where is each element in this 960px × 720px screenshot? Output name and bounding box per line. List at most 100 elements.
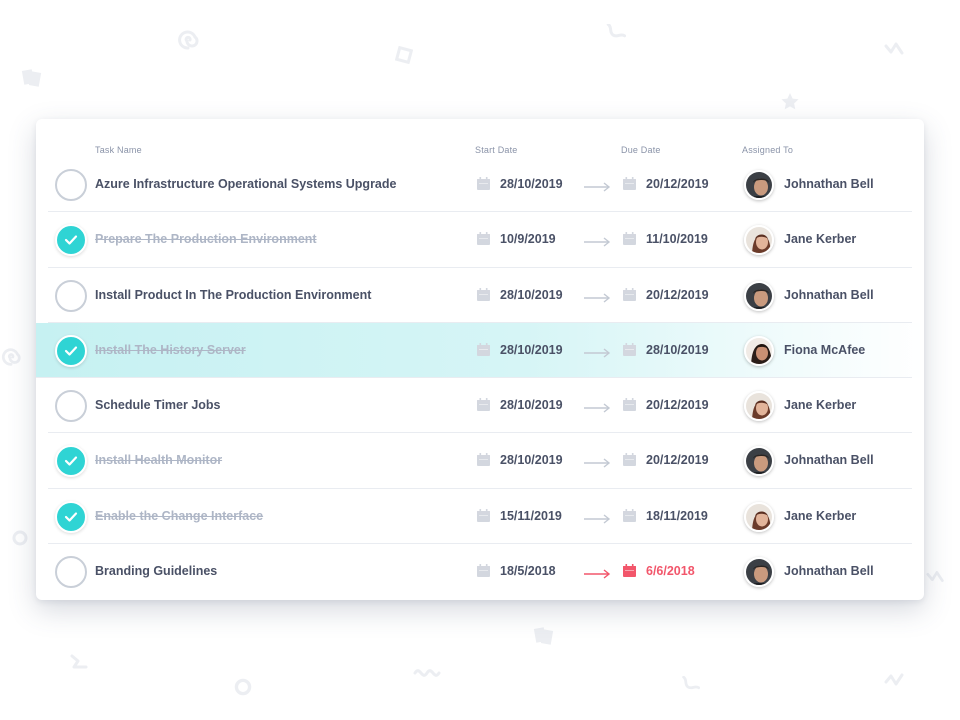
squiggle-doodle-icon (412, 664, 446, 682)
task-checkbox[interactable] (55, 169, 87, 201)
table-row[interactable]: Azure Infrastructure Operational Systems… (36, 157, 924, 213)
assignee-name[interactable]: Jane Kerber (784, 398, 857, 413)
avatar[interactable] (744, 391, 774, 422)
squiggle-doodle-icon (600, 24, 626, 46)
column-header-task-name[interactable]: Task Name (95, 145, 142, 155)
calendar-icon (622, 176, 637, 191)
assignee-name[interactable]: Johnathan Bell (784, 287, 874, 302)
start-date[interactable]: 10/9/2019 (500, 232, 556, 247)
assignee-name[interactable]: Fiona McAfee (784, 342, 866, 357)
ring-doodle-icon (10, 528, 30, 548)
calendar-icon (622, 397, 637, 412)
calendar-icon (622, 508, 637, 523)
due-date[interactable]: 28/10/2019 (646, 342, 709, 357)
start-date[interactable]: 28/10/2019 (500, 287, 563, 302)
arrow-right-icon (583, 400, 611, 418)
avatar[interactable] (744, 501, 774, 532)
column-header-start-date[interactable]: Start Date (475, 145, 518, 155)
start-date[interactable]: 15/11/2019 (500, 508, 562, 523)
task-name[interactable]: Azure Infrastructure Operational Systems… (95, 177, 397, 191)
zigzag-doodle-icon (926, 568, 946, 586)
table-row[interactable]: Branding Guidelines 18/5/2018 6/6/2018 John… (36, 544, 924, 599)
start-date[interactable]: 28/10/2019 (500, 177, 563, 191)
avatar[interactable] (744, 170, 774, 200)
star-doodle-icon (780, 92, 800, 112)
assignee-name[interactable]: Johnathan Bell (784, 453, 874, 468)
start-date[interactable]: 28/10/2019 (500, 453, 563, 468)
table-row[interactable]: Schedule Timer Jobs 28/10/2019 20/12/2019 J… (36, 378, 924, 434)
assignee-name[interactable]: Johnathan Bell (784, 564, 874, 579)
task-name[interactable]: Schedule Timer Jobs (95, 398, 221, 413)
table-header: Task Name Start Date Due Date Assigned T… (36, 145, 924, 159)
calendar-icon (622, 287, 637, 302)
arrow-right-icon (583, 179, 611, 197)
due-date[interactable]: 11/10/2019 (646, 232, 708, 247)
task-table-card: Task Name Start Date Due Date Assigned T… (36, 119, 924, 600)
table-row[interactable]: Prepare The Production Environment 10/9/2… (36, 212, 924, 268)
cards-doodle-icon (20, 66, 44, 90)
due-date-overdue[interactable]: 6/6/2018 (646, 564, 695, 579)
calendar-icon (476, 231, 491, 246)
assignee-name[interactable]: Johnathan Bell (784, 177, 874, 191)
assignee-name[interactable]: Jane Kerber (784, 508, 857, 523)
calendar-icon (622, 452, 637, 467)
arrow-right-icon (583, 511, 611, 529)
task-checkbox-checked[interactable] (55, 334, 87, 367)
table-row[interactable]: Install Health Monitor 28/10/2019 20/12/20… (36, 433, 924, 490)
start-date[interactable]: 28/10/2019 (500, 398, 563, 413)
calendar-icon (622, 342, 637, 357)
due-date[interactable]: 18/11/2019 (646, 508, 708, 523)
task-name[interactable]: Install Health Monitor (95, 453, 223, 468)
due-date[interactable]: 20/12/2019 (646, 453, 709, 468)
arrow-right-icon (583, 290, 611, 308)
table-row[interactable]: Install Product In The Production Enviro… (36, 268, 924, 324)
arrow-right-icon (583, 234, 611, 252)
avatar[interactable] (744, 225, 774, 256)
arrow-right-icon (583, 455, 611, 473)
table-row[interactable]: Enable the Change Interface 15/11/2019 18/… (36, 489, 924, 545)
calendar-icon (476, 452, 491, 467)
task-name[interactable]: Prepare The Production Environment (95, 232, 317, 247)
calendar-icon (476, 287, 491, 302)
calendar-icon (476, 508, 491, 523)
table-row[interactable]: Install The History Server 28/10/2019 28/1… (36, 322, 924, 379)
cards-doodle-icon (532, 624, 556, 648)
arrow-right-icon (583, 345, 611, 363)
task-checkbox[interactable] (55, 556, 87, 589)
task-checkbox-checked[interactable] (55, 224, 87, 257)
ring-doodle-icon (232, 676, 254, 698)
calendar-icon (476, 176, 491, 191)
avatar[interactable] (744, 557, 774, 588)
start-date[interactable]: 18/5/2018 (500, 564, 556, 579)
zigzag-doodle-icon (884, 670, 906, 688)
task-checkbox-checked[interactable] (55, 445, 87, 478)
task-checkbox[interactable] (55, 390, 87, 423)
zigzag-doodle-icon (884, 40, 906, 58)
task-name[interactable]: Install Product In The Production Enviro… (95, 287, 372, 302)
squiggle-doodle-icon (676, 676, 700, 698)
zigzag-doodle-icon (70, 652, 92, 670)
avatar[interactable] (744, 446, 774, 477)
task-name[interactable]: Install The History Server (95, 342, 246, 357)
start-date[interactable]: 28/10/2019 (500, 342, 563, 357)
swirl-doodle-icon (0, 346, 22, 368)
task-rows: Azure Infrastructure Operational Systems… (36, 157, 924, 599)
calendar-icon (622, 563, 637, 578)
avatar[interactable] (744, 280, 774, 311)
due-date[interactable]: 20/12/2019 (646, 287, 709, 302)
arrow-right-icon (583, 566, 611, 584)
task-name[interactable]: Branding Guidelines (95, 564, 218, 579)
assignee-name[interactable]: Jane Kerber (784, 232, 857, 247)
column-header-assigned-to[interactable]: Assigned To (742, 145, 794, 155)
avatar[interactable] (744, 335, 774, 366)
task-checkbox-checked[interactable] (55, 500, 87, 533)
due-date[interactable]: 20/12/2019 (646, 398, 709, 413)
square-doodle-icon (395, 46, 413, 64)
task-name[interactable]: Enable the Change Interface (95, 508, 264, 523)
calendar-icon (476, 563, 491, 578)
task-checkbox[interactable] (55, 279, 87, 312)
due-date[interactable]: 20/12/2019 (646, 177, 709, 191)
calendar-icon (622, 231, 637, 246)
column-header-due-date[interactable]: Due Date (621, 145, 661, 155)
